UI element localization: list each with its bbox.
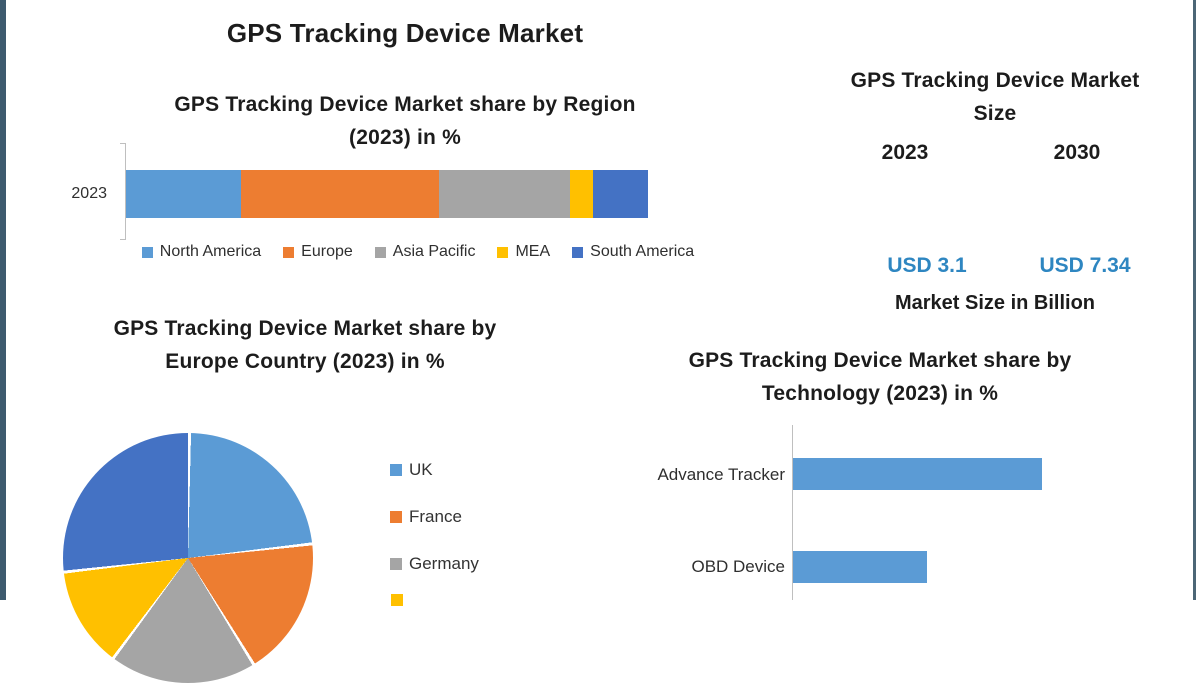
europe-legend-label-france: France (409, 507, 462, 526)
legend-swatch-europe (283, 246, 295, 258)
europe-legend-item-germany: Germany (390, 554, 479, 574)
legend-swatch-mea (497, 246, 509, 258)
europe-legend-swatch-uk (390, 464, 402, 476)
market-size-value-2023: USD 3.1 (887, 254, 967, 277)
region-bar-segment-north-america (126, 170, 241, 218)
region-bar-segment-south-america (593, 170, 648, 218)
market-size-title: GPS Tracking Device Market Size (795, 64, 1195, 130)
right-frame-border (1193, 0, 1196, 600)
europe-legend-label-germany: Germany (409, 554, 479, 573)
market-size-year-2030: 2030 (1053, 141, 1101, 164)
europe-chart-title-line2: Europe Country (2023) in % (165, 350, 445, 373)
region-axis-tick-bottom (120, 239, 126, 240)
legend-item-mea: MEA (497, 243, 550, 261)
market-size-title-line1: GPS Tracking Device Market (850, 69, 1140, 92)
market-size-caption: Market Size in Billion (894, 292, 1096, 314)
legend-item-asia-pacific: Asia Pacific (374, 243, 476, 261)
market-size-value-2030: USD 7.34 (1039, 254, 1131, 277)
legend-swatch-north-america (141, 246, 153, 258)
market-size-title-line2: Size (973, 102, 1017, 125)
region-axis-tick-top (120, 143, 126, 144)
europe-legend-item-france: France (390, 507, 462, 527)
technology-chart-title: GPS Tracking Device Market share by Tech… (630, 344, 1130, 410)
region-legend: North America Europe Asia Pacific MEA South … (118, 243, 718, 261)
legend-item-europe: Europe (283, 243, 353, 261)
europe-legend-swatch-germany (390, 558, 402, 570)
europe-chart-title: GPS Tracking Device Market share by Euro… (60, 312, 550, 378)
europe-chart-title-line1: GPS Tracking Device Market share by (113, 317, 497, 340)
region-chart-title-line1: GPS Tracking Device Market share by Regi… (174, 93, 636, 116)
technology-bar-advance-tracker (793, 458, 1042, 490)
technology-bar-label-advance-tracker: Advance Tracker (657, 465, 785, 484)
region-bar-segment-asia-pacific (439, 170, 570, 218)
legend-swatch-south-america (572, 246, 584, 258)
europe-pie (63, 433, 313, 683)
legend-label-europe: Europe (301, 243, 353, 260)
legend-label-asia-pacific: Asia Pacific (392, 243, 476, 260)
technology-axis-line (792, 425, 793, 600)
europe-legend-label-uk: UK (409, 460, 433, 479)
left-frame-border (0, 0, 6, 600)
europe-legend-swatch-france (390, 511, 402, 523)
market-size-year-2023: 2023 (881, 141, 929, 164)
technology-chart-title-line2: Technology (2023) in % (761, 382, 999, 405)
technology-bar-label-obd-device: OBD Device (691, 557, 785, 576)
europe-legend-item-uk: UK (390, 460, 433, 480)
region-axis-line (125, 143, 126, 240)
legend-label-south-america: South America (590, 243, 695, 260)
europe-legend-partial-swatch (391, 594, 403, 606)
technology-bar-obd-device (793, 551, 927, 583)
region-bar-segment-mea (569, 170, 594, 218)
technology-chart-title-line1: GPS Tracking Device Market share by (688, 349, 1072, 372)
legend-item-south-america: South America (572, 243, 694, 261)
region-category-label: 2023 (71, 185, 107, 202)
region-stacked-bar (126, 170, 648, 218)
page-title: GPS Tracking Device Market (226, 18, 584, 48)
region-chart-title: GPS Tracking Device Market share by Regi… (110, 88, 700, 154)
region-bar-segment-europe (240, 170, 440, 218)
legend-label-north-america: North America (159, 243, 262, 260)
legend-swatch-asia-pacific (374, 246, 386, 258)
legend-label-mea: MEA (515, 243, 551, 260)
region-chart-title-line2: (2023) in % (349, 126, 461, 149)
legend-item-north-america: North America (141, 243, 262, 261)
